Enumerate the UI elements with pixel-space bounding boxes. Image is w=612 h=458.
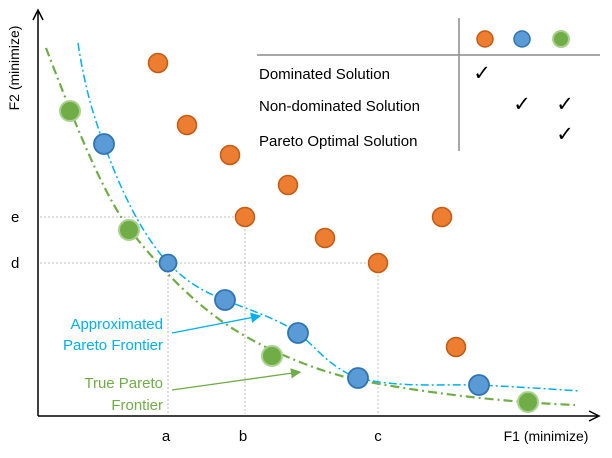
dominated-points	[147, 52, 467, 358]
legend-non-dominated-swatch	[513, 30, 531, 48]
x-axis-arrow	[588, 410, 601, 422]
approx-annotation-line1: Approximated	[70, 316, 163, 333]
x-tick-c: c	[374, 428, 382, 445]
true-annotation: True Pareto Frontier	[84, 368, 302, 414]
true-annotation-arrow	[171, 368, 302, 391]
approx-annotation: Approximated Pareto Frontier	[63, 312, 262, 354]
dominated-point	[219, 144, 241, 166]
dominated-point	[367, 252, 389, 274]
non-dominated-point	[347, 367, 369, 389]
y-tick-e: e	[11, 209, 19, 226]
approx-annotation-arrow	[171, 312, 262, 334]
y-axis-arrow	[32, 8, 44, 21]
legend-check-dominated-col1: ✓	[473, 61, 491, 85]
x-tick-a: a	[162, 428, 171, 445]
legend-label-pareto-optimal: Pareto Optimal Solution	[259, 133, 417, 150]
pareto-optimal-point	[118, 219, 140, 241]
pareto-optimal-point	[59, 100, 81, 122]
true-annotation-line2: Frontier	[111, 397, 163, 414]
y-tick-d: d	[11, 255, 19, 272]
legend-label-non-dominated: Non-dominated Solution	[259, 98, 420, 115]
non-dominated-points	[93, 133, 490, 396]
non-dominated-point	[93, 133, 115, 155]
dominated-point	[277, 174, 299, 196]
legend-dominated-swatch	[476, 30, 494, 48]
non-dominated-point	[158, 253, 178, 273]
dominated-point	[234, 206, 256, 228]
axes	[32, 8, 601, 422]
dominated-point	[314, 227, 336, 249]
dominated-point	[176, 114, 198, 136]
non-dominated-point	[287, 322, 309, 344]
guide-lines	[40, 216, 380, 414]
y-axis-label: F2 (minimize)	[6, 26, 22, 111]
approx-annotation-line2: Pareto Frontier	[63, 337, 163, 354]
legend-check-pareto-col3: ✓	[556, 122, 574, 146]
pareto-optimal-point	[517, 391, 539, 413]
pareto-optimal-points	[59, 100, 539, 413]
dominated-point	[445, 336, 467, 358]
true-pareto-frontier-line	[44, 47, 576, 407]
legend-label-dominated: Dominated Solution	[259, 66, 390, 83]
pareto-optimal-point	[261, 345, 283, 367]
legend-table: Dominated Solution Non-dominated Solutio…	[257, 18, 600, 151]
x-axis-label: F1 (minimize)	[504, 428, 589, 444]
non-dominated-point	[214, 289, 236, 311]
true-annotation-line1: True Pareto	[84, 375, 163, 392]
legend-check-nondominated-col3: ✓	[556, 92, 574, 116]
x-tick-b: b	[239, 428, 247, 445]
legend-check-nondominated-col2: ✓	[513, 92, 531, 116]
dominated-point	[431, 206, 453, 228]
dominated-point	[147, 52, 169, 74]
non-dominated-point	[468, 374, 490, 396]
legend-pareto-optimal-swatch	[552, 30, 570, 48]
